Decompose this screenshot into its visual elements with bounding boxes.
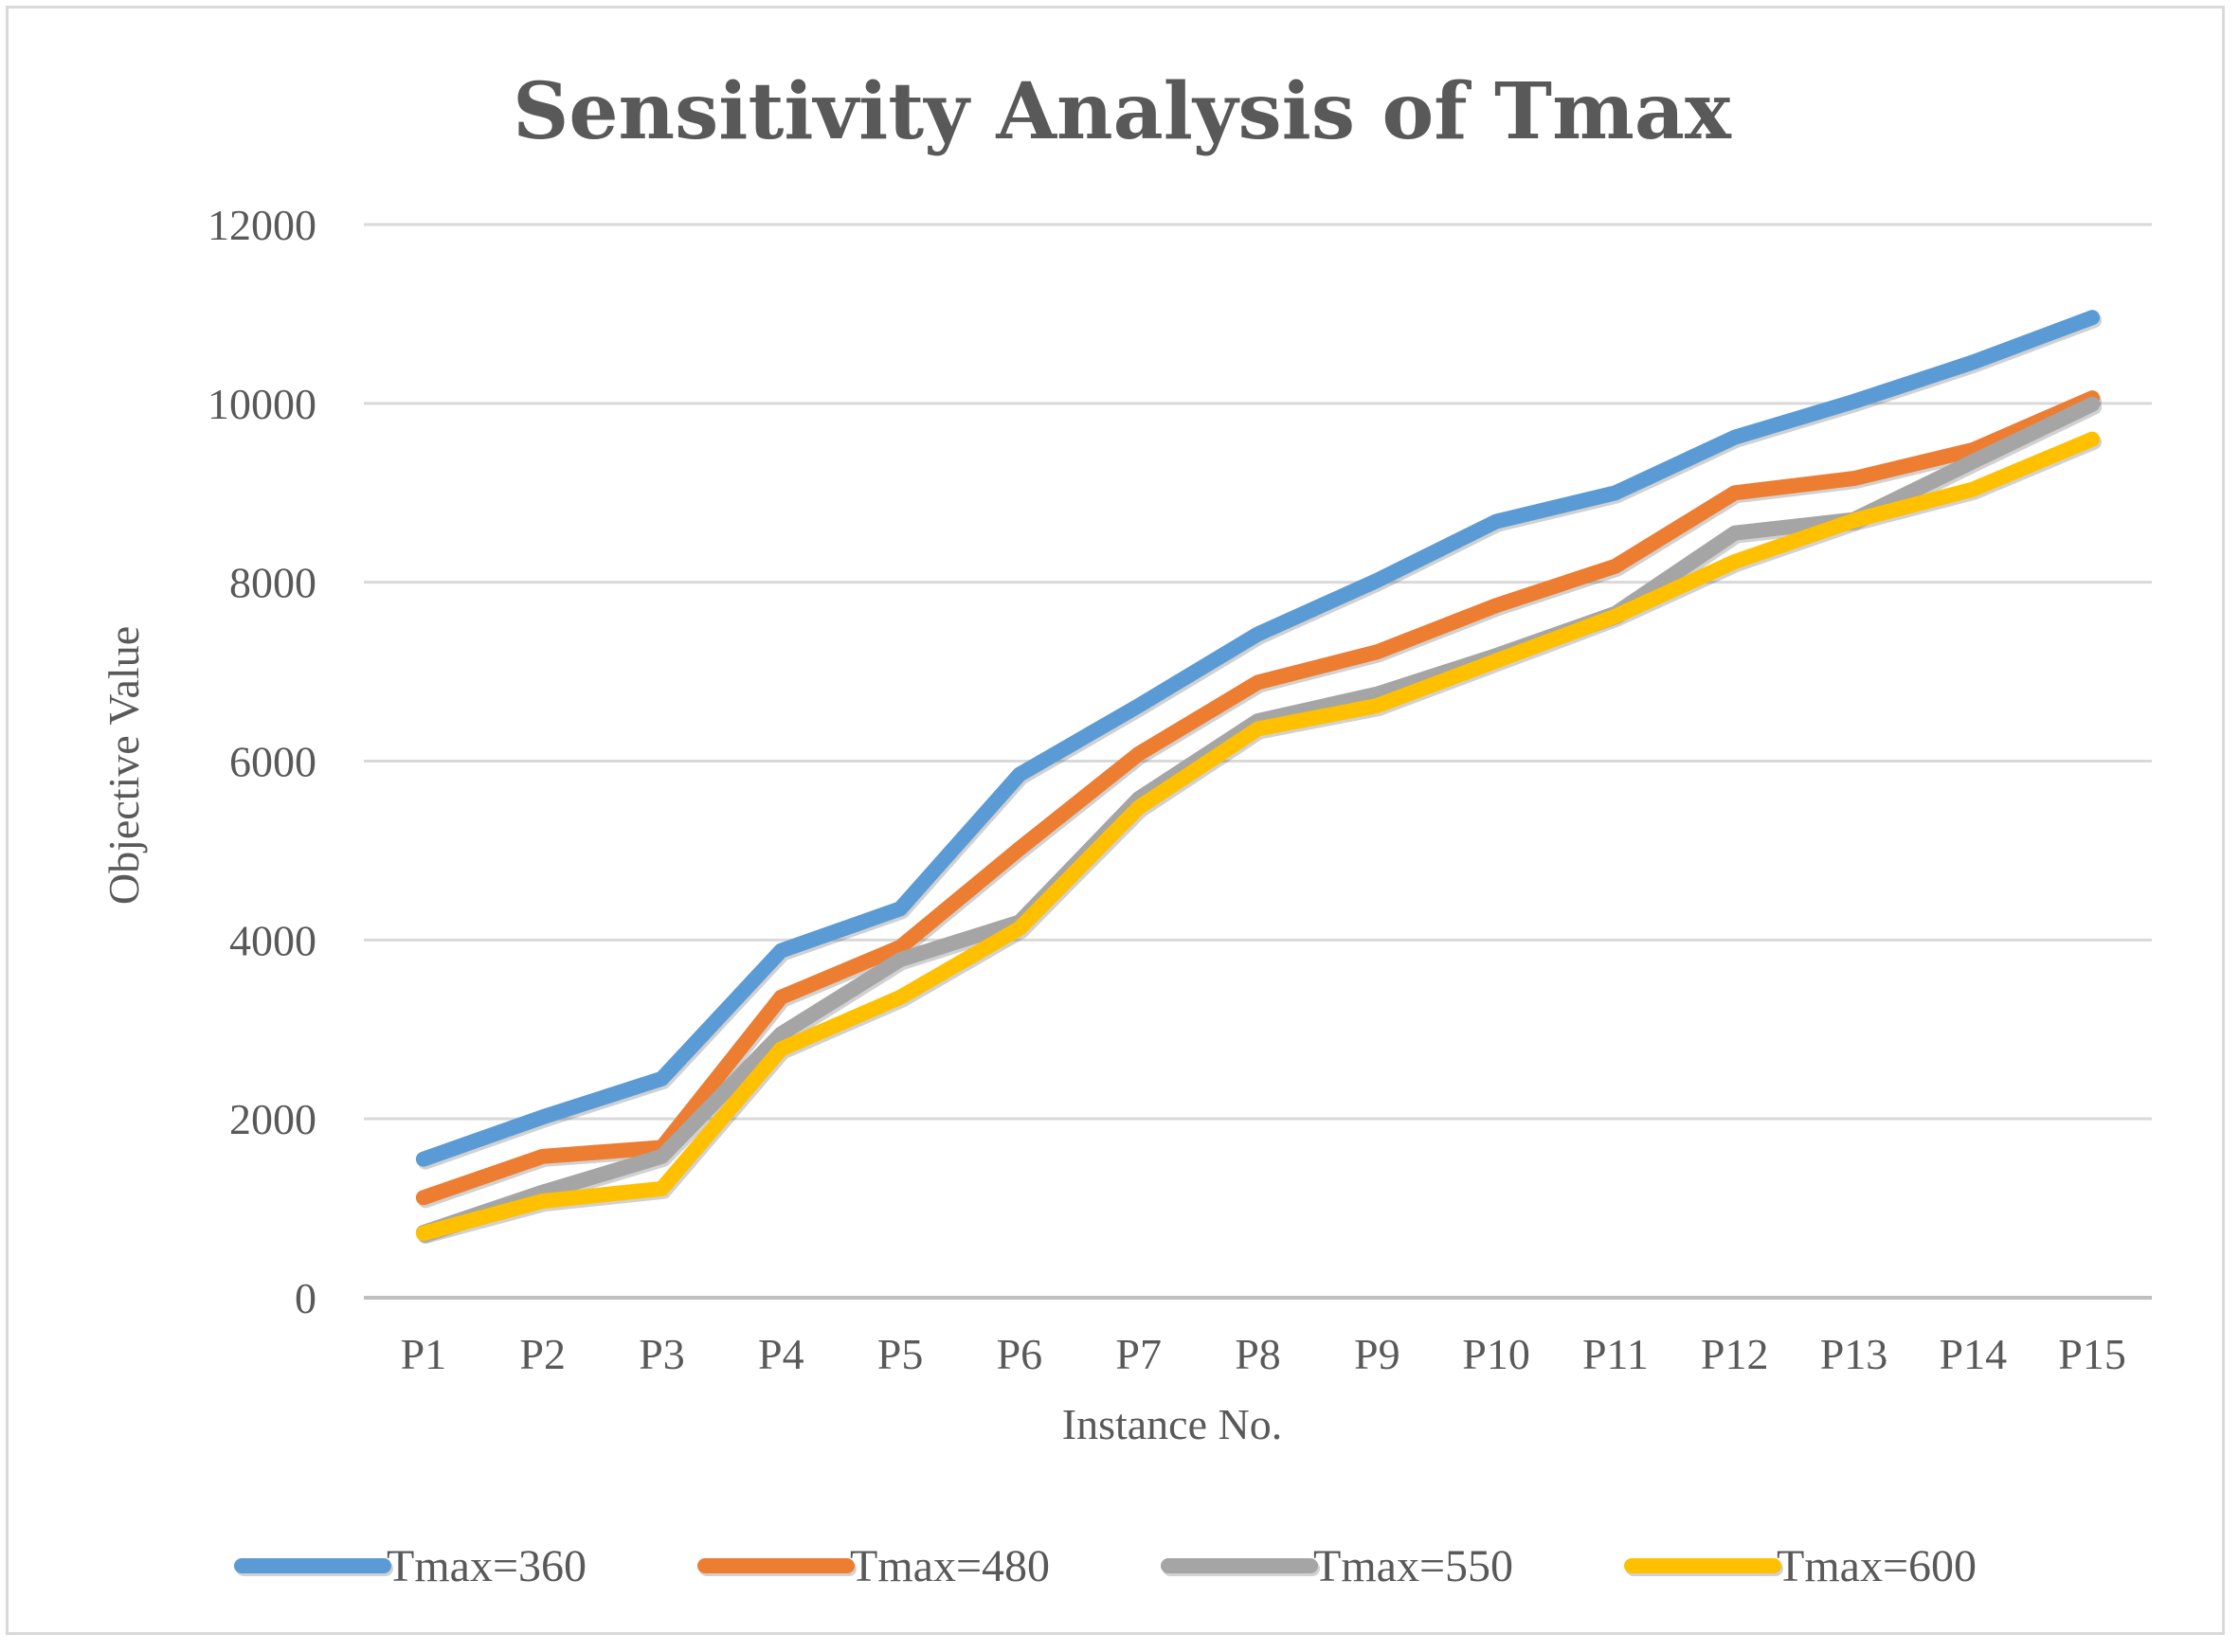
legend-label: Tmax=360: [387, 1541, 587, 1591]
y-axis-title: Objective Value: [99, 626, 148, 905]
x-tick-label: P11: [1582, 1330, 1649, 1378]
x-tick-label: P9: [1354, 1330, 1400, 1378]
x-tick-label: P12: [1701, 1330, 1769, 1378]
chart-svg: Sensitivity Analysis of Tmax 0 2000 4000 60…: [99, 66, 2152, 1591]
x-tick-label: P2: [519, 1330, 566, 1378]
series-line: [415, 396, 2101, 1241]
series-tmax-480: [415, 390, 2103, 1209]
series-layer: [415, 310, 2103, 1244]
series-line-shadow: [417, 313, 2103, 1170]
legend-item: Tmax=600: [1624, 1541, 1977, 1591]
y-tick-label: 0: [295, 1274, 316, 1322]
x-tick-label: P6: [997, 1330, 1043, 1378]
y-tick-labels: 0 2000 4000 6000 8000 10000 12000: [208, 201, 316, 1322]
x-tick-label: P13: [1820, 1330, 1888, 1378]
legend-label: Tmax=480: [850, 1541, 1050, 1591]
x-tick-label: P5: [877, 1330, 924, 1378]
x-tick-label: P8: [1235, 1330, 1281, 1378]
legend: Tmax=360 Tmax=480 Tmax=550 Tmax=600: [234, 1541, 1977, 1591]
series-line: [415, 390, 2101, 1206]
y-tick-label: 8000: [229, 559, 316, 607]
chart-title: Sensitivity Analysis of Tmax: [513, 66, 1732, 157]
legend-item: Tmax=360: [234, 1541, 587, 1591]
legend-label: Tmax=600: [1777, 1541, 1977, 1591]
x-tick-label: P3: [639, 1330, 685, 1378]
y-tick-label: 12000: [208, 201, 316, 249]
x-tick-label: P15: [2058, 1330, 2126, 1378]
y-tick-label: 2000: [229, 1095, 316, 1143]
series-tmax-600: [415, 431, 2103, 1244]
legend-label: Tmax=550: [1313, 1541, 1513, 1591]
series-tmax-360: [415, 310, 2103, 1170]
series-line-shadow: [417, 434, 2103, 1244]
x-tick-label: P10: [1462, 1330, 1530, 1378]
chart-frame: Sensitivity Analysis of Tmax 0 2000 4000 60…: [6, 6, 2225, 1635]
y-tick-label: 10000: [208, 380, 316, 428]
x-tick-label: P14: [1940, 1330, 2008, 1378]
x-tick-labels: P1 P2 P3 P4 P5 P6 P7 P8 P9 P10 P11 P12 P13 P14 P15: [401, 1330, 2126, 1378]
x-tick-label: P4: [758, 1330, 804, 1378]
series-line: [415, 310, 2101, 1167]
grid-layer: [364, 223, 2152, 1300]
legend-item: Tmax=480: [697, 1541, 1050, 1591]
y-tick-label: 4000: [229, 916, 316, 964]
x-tick-label: P1: [401, 1330, 447, 1378]
series-line: [415, 431, 2101, 1241]
x-tick-label: P7: [1115, 1330, 1162, 1378]
x-axis-title: Instance No.: [1062, 1400, 1282, 1448]
legend-item: Tmax=550: [1161, 1541, 1513, 1591]
y-tick-label: 6000: [229, 738, 316, 786]
